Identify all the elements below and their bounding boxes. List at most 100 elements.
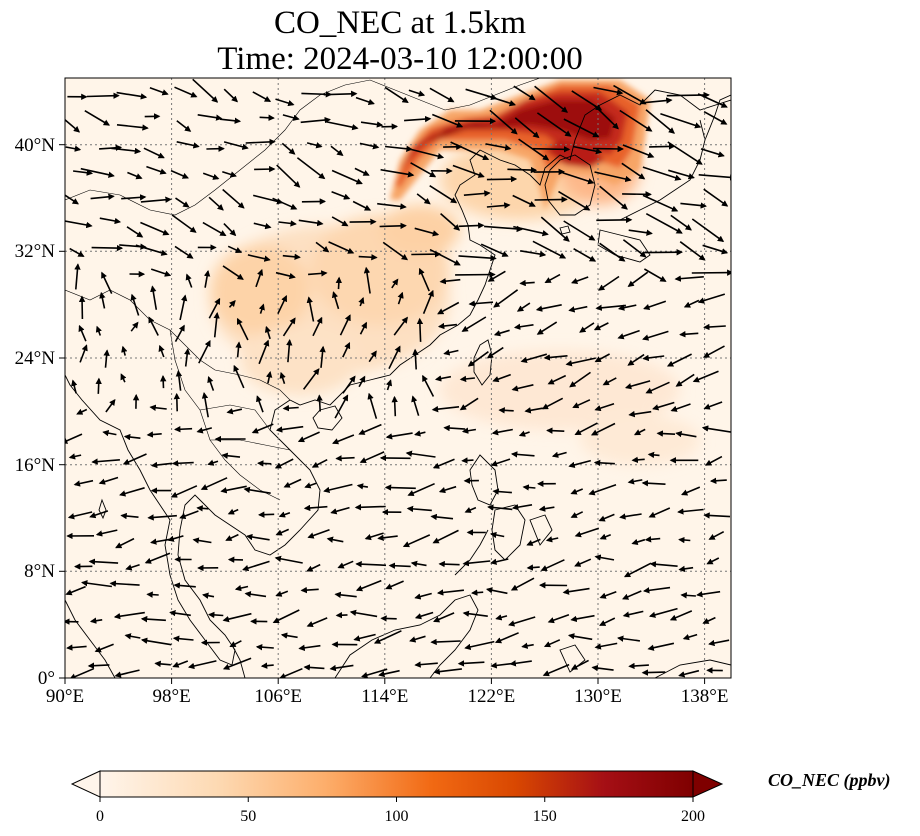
wind-arrow bbox=[90, 193, 115, 200]
wind-arrow bbox=[434, 375, 452, 382]
wind-arrow bbox=[256, 395, 264, 413]
wind-arrow bbox=[223, 141, 249, 150]
wind-arrow bbox=[622, 590, 642, 600]
wind-arrow bbox=[297, 431, 320, 443]
wind-arrow bbox=[337, 560, 354, 569]
wind-arrow bbox=[377, 534, 398, 541]
wind-arrow bbox=[173, 582, 196, 589]
wind-arrow bbox=[433, 612, 455, 623]
wind-arrow bbox=[594, 353, 610, 363]
wind-arrow bbox=[647, 642, 675, 651]
wind-arrow bbox=[613, 84, 647, 105]
wind-arrow bbox=[404, 115, 432, 123]
lon-label: 90°E bbox=[46, 686, 84, 707]
wind-arrow bbox=[649, 561, 678, 568]
wind-arrow bbox=[440, 212, 461, 231]
wind-arrow bbox=[480, 243, 509, 257]
wind-arrow bbox=[258, 303, 265, 314]
lon-label: 114°E bbox=[361, 686, 408, 707]
wind-arrow bbox=[682, 633, 698, 641]
wind-arrow bbox=[437, 322, 457, 330]
wind-arrow bbox=[252, 91, 272, 103]
wind-arrow bbox=[278, 511, 291, 518]
wind-arrow bbox=[406, 505, 432, 513]
wind-arrow bbox=[275, 98, 295, 107]
wind-arrow bbox=[617, 635, 641, 642]
wind-arrow bbox=[643, 300, 667, 310]
wind-arrow bbox=[543, 354, 568, 361]
wind-arrow bbox=[468, 300, 494, 307]
wind-arrow bbox=[150, 285, 158, 310]
wind-arrow bbox=[598, 513, 615, 522]
wind-arrow bbox=[223, 88, 239, 103]
wind-arrow bbox=[102, 429, 117, 437]
wind-arrow bbox=[642, 166, 682, 181]
lon-label: 98°E bbox=[152, 686, 190, 707]
wind-arrow bbox=[698, 174, 731, 181]
wind-arrow bbox=[627, 478, 643, 485]
lon-label: 130°E bbox=[574, 686, 622, 707]
wind-arrow bbox=[280, 632, 298, 639]
wind-arrow bbox=[570, 488, 584, 495]
wind-arrow bbox=[127, 171, 143, 180]
wind-arrow bbox=[113, 611, 145, 620]
wind-arrow bbox=[570, 659, 589, 670]
wind-arrow bbox=[65, 118, 81, 133]
wind-arrow bbox=[377, 202, 407, 210]
wind-arrow bbox=[367, 392, 378, 419]
wind-arrow bbox=[596, 216, 633, 224]
wind-arrow bbox=[120, 512, 139, 520]
wind-arrow bbox=[208, 196, 224, 211]
wind-arrow bbox=[430, 513, 454, 521]
wind-arrow bbox=[368, 350, 377, 363]
wind-arrow bbox=[570, 276, 589, 284]
wind-arrow bbox=[323, 90, 358, 98]
wind-arrow bbox=[572, 399, 591, 409]
wind-arrow bbox=[486, 346, 504, 359]
wind-arrow bbox=[259, 114, 275, 121]
wind-arrow bbox=[385, 580, 404, 590]
wind-arrow bbox=[258, 339, 270, 365]
wind-arrow bbox=[179, 294, 188, 321]
wind-arrow bbox=[208, 611, 224, 619]
wind-arrow bbox=[679, 331, 699, 338]
wind-arrow bbox=[648, 507, 671, 518]
wind-arrow bbox=[706, 557, 720, 565]
wind-arrow bbox=[645, 109, 675, 134]
wind-vector-field bbox=[65, 78, 731, 678]
wind-arrow bbox=[656, 430, 676, 437]
wind-arrow bbox=[282, 114, 300, 121]
wind-arrow bbox=[149, 86, 169, 96]
wind-arrow bbox=[140, 615, 166, 623]
wind-arrow bbox=[98, 476, 119, 485]
wind-arrow bbox=[121, 345, 128, 356]
wind-arrow bbox=[541, 397, 564, 410]
wind-arrow bbox=[355, 560, 387, 568]
wind-arrow bbox=[485, 94, 517, 107]
lon-label: 106°E bbox=[254, 686, 302, 707]
wind-arrow bbox=[342, 375, 356, 394]
wind-arrow bbox=[678, 565, 694, 573]
wind-arrow bbox=[276, 164, 301, 188]
wind-arrow bbox=[331, 291, 340, 310]
wind-arrow bbox=[486, 202, 511, 209]
wind-arrow bbox=[202, 592, 215, 599]
wind-arrow bbox=[521, 642, 534, 649]
wind-arrow bbox=[125, 564, 140, 571]
wind-arrow bbox=[679, 241, 706, 261]
wind-arrow bbox=[681, 486, 701, 496]
wind-arrow bbox=[303, 664, 325, 671]
wind-arrow bbox=[489, 109, 518, 135]
wind-arrow bbox=[543, 639, 561, 648]
wind-arrow bbox=[74, 263, 81, 290]
wind-arrow bbox=[599, 533, 611, 540]
wind-arrow bbox=[388, 345, 401, 370]
wind-arrow bbox=[617, 304, 637, 311]
wind-arrow bbox=[542, 663, 570, 677]
wind-arrow bbox=[405, 450, 436, 458]
wind-arrow bbox=[461, 427, 477, 434]
wind-arrow bbox=[702, 345, 725, 358]
coastlines bbox=[65, 78, 731, 678]
wind-arrow bbox=[266, 371, 273, 384]
wind-arrow bbox=[174, 86, 198, 98]
